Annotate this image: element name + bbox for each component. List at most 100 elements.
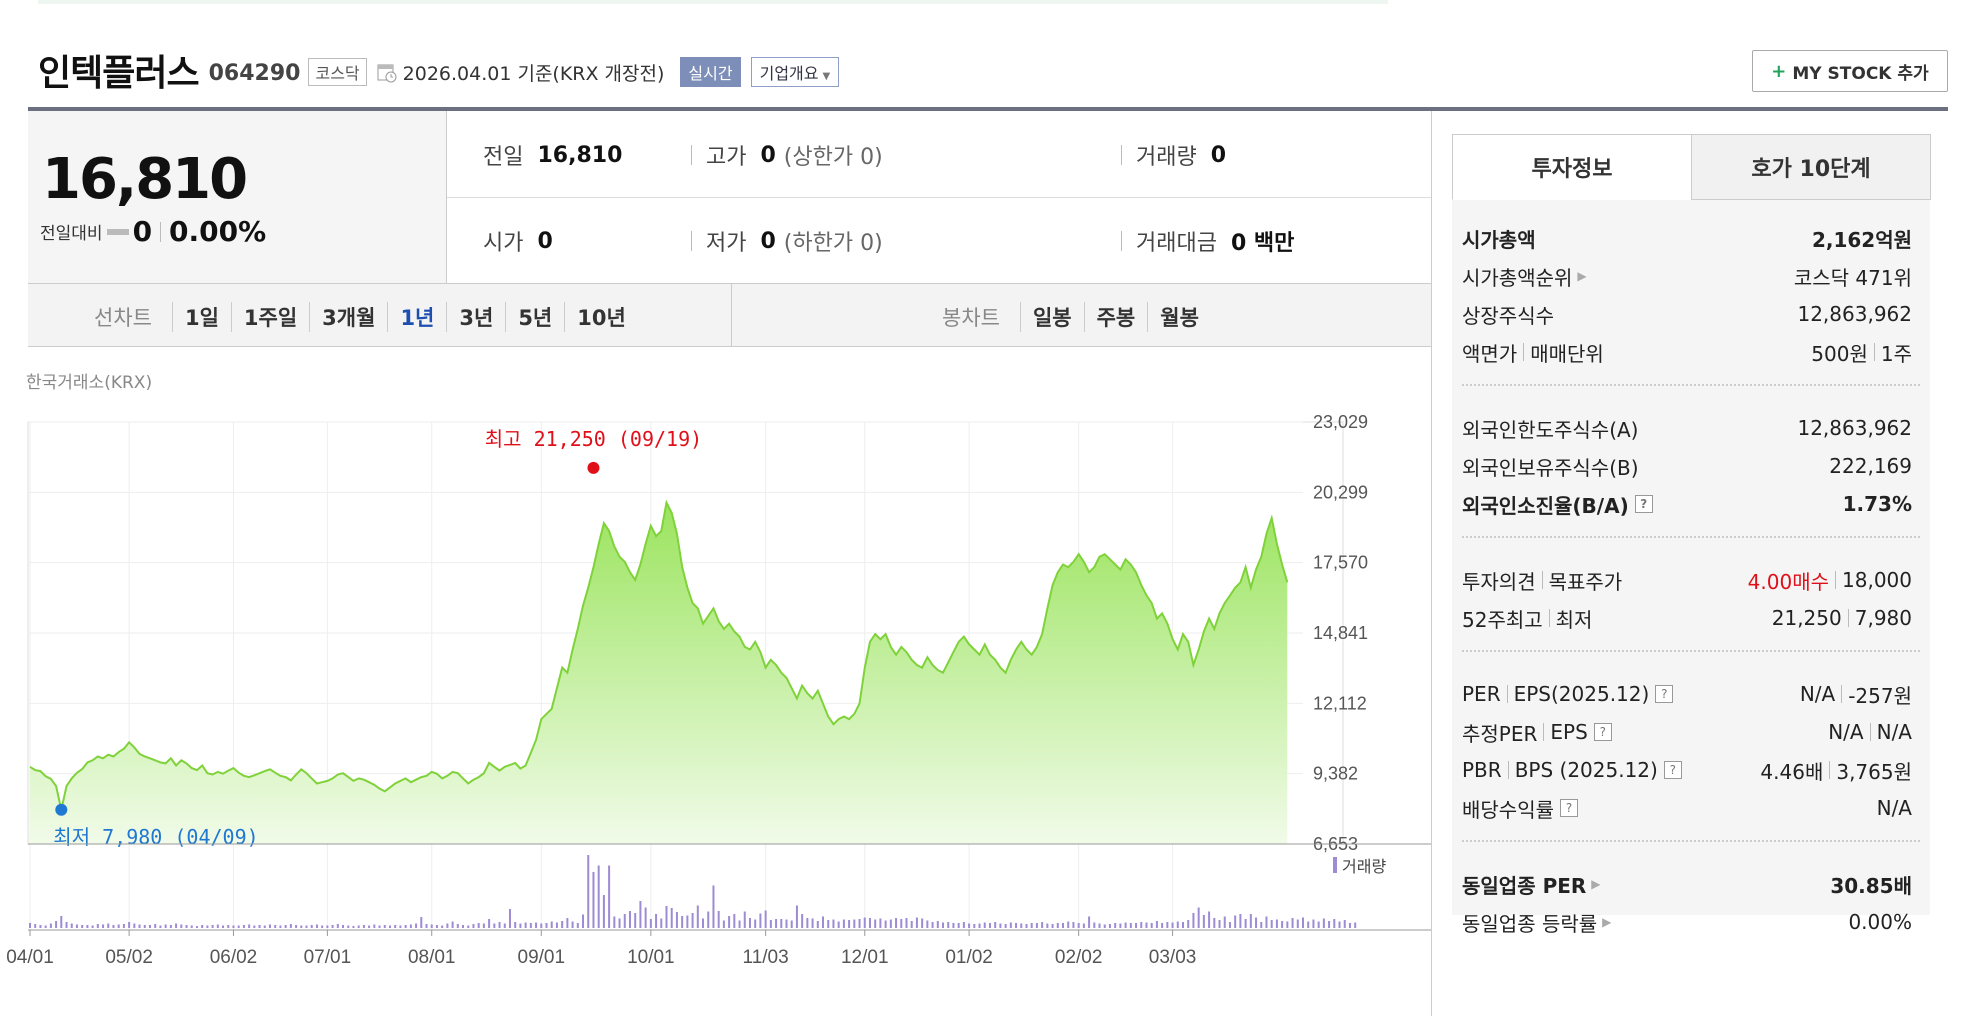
volume-bar [665, 906, 668, 928]
volume-bar [613, 916, 616, 928]
bps-value: 3,765원 [1836, 759, 1912, 784]
unchanged-icon [106, 228, 129, 235]
volume-bar [211, 925, 214, 928]
info-row-opinion: 투자의견 목표주가 4.00매수 18,000 [1462, 562, 1912, 598]
x-tick-label: 01/02 [945, 947, 993, 968]
volume-bar [754, 919, 757, 928]
volume-bar [488, 919, 491, 928]
volume-bar [91, 925, 94, 928]
help-icon[interactable]: ? [1655, 685, 1674, 703]
help-icon[interactable]: ? [1663, 761, 1682, 779]
volume-bar [55, 921, 58, 928]
tab-1w[interactable]: 1주일 [230, 302, 309, 332]
volume-bar [738, 920, 741, 928]
section-divider [1462, 840, 1920, 842]
x-tick-label: 09/01 [518, 947, 566, 968]
industry-per-link[interactable]: 동일업종 PER ▶ [1462, 870, 1830, 899]
volume-bar [503, 923, 506, 928]
calendar-icon [377, 63, 397, 83]
volume-bar [388, 925, 391, 928]
company-overview-dropdown[interactable]: 기업개요 ▼ [750, 57, 840, 87]
tab-weekly[interactable]: 주봉 [1083, 302, 1148, 332]
x-tick-label: 08/01 [408, 947, 456, 968]
divider [1121, 145, 1122, 165]
volume-bar [1046, 923, 1049, 928]
tab-orderbook[interactable]: 호가 10단계 [1691, 134, 1931, 200]
volume-bar [540, 923, 543, 928]
industry-change-link[interactable]: 동일업종 등락률 ▶ [1462, 908, 1848, 937]
volume-bar [1114, 923, 1117, 928]
volume-bar [926, 920, 929, 928]
mcap-rank-link[interactable]: 시가총액순위 ▶ [1462, 262, 1794, 291]
foreign-ratio-value: 1.73% [1842, 492, 1912, 516]
tab-invest-info[interactable]: 투자정보 [1452, 134, 1692, 200]
help-icon[interactable]: ? [1593, 723, 1612, 741]
volume-bar [670, 908, 673, 928]
price-line [29, 499, 1289, 811]
volume-bar [524, 922, 527, 928]
high-price: 고가 0 (상한가 0) [691, 139, 883, 171]
volume-bar [70, 923, 73, 928]
help-icon[interactable]: ? [1560, 799, 1578, 817]
volume-bar [128, 922, 131, 928]
x-tick-label: 07/01 [304, 947, 352, 968]
volume-bar [858, 919, 861, 928]
tab-5y[interactable]: 5년 [505, 302, 564, 332]
x-tick-label: 10/01 [627, 947, 675, 968]
volume-bar [394, 925, 397, 928]
tab-3m[interactable]: 3개월 [309, 302, 387, 332]
volume-bar [1129, 923, 1132, 928]
tab-10y[interactable]: 10년 [564, 302, 638, 332]
volume-bar [1312, 919, 1315, 928]
volume-bar [148, 925, 151, 928]
volume-bar [357, 925, 360, 928]
volume-value: 0 [1210, 142, 1227, 168]
volume-bar [315, 924, 318, 928]
volume-bar [947, 922, 950, 928]
high-label: 최고 21,250 (09/19) [485, 427, 702, 451]
right-panel-tabs: 투자정보 호가 10단계 [1452, 134, 1931, 200]
help-icon[interactable]: ? [1634, 495, 1653, 513]
info-row-face: 액면가 매매단위 500원 1주 [1462, 334, 1912, 370]
volume-bar [1265, 916, 1268, 928]
volume-bar [973, 924, 976, 928]
add-my-stock-label: MY STOCK 추가 [1792, 63, 1929, 84]
stock-name[interactable]: 인텍플러스 [38, 53, 200, 94]
volume-bar [780, 919, 783, 928]
info-row-foreign-hold: 외국인보유주식수(B) 222,169 [1462, 448, 1912, 484]
tab-daily[interactable]: 일봉 [1019, 302, 1084, 332]
volume-bar [785, 919, 788, 928]
tab-1d[interactable]: 1일 [171, 302, 231, 332]
dividend-value: N/A [1876, 796, 1912, 820]
volume-bar [493, 923, 496, 928]
current-price: 16,810 [42, 147, 248, 212]
opinion-value: 4.00매수 [1747, 569, 1830, 594]
tab-3y[interactable]: 3년 [446, 302, 505, 332]
foreign-limit-label: 외국인한도주식수(A) [1462, 417, 1639, 442]
volume-bar [175, 923, 178, 928]
volume-bar [795, 905, 798, 928]
volume-bar [900, 919, 903, 928]
panel-divider [1431, 111, 1432, 1016]
volume-bar [910, 921, 913, 928]
quote-detail-grid: 전일 16,810 고가 0 (상한가 0) 거래량 0 시가 0 저가 0 (… [447, 111, 1431, 283]
volume-bar [1067, 921, 1070, 928]
volume-bar [759, 913, 762, 928]
open-price: 시가 0 [483, 225, 553, 257]
tab-monthly[interactable]: 월봉 [1147, 302, 1211, 332]
volume-bar [342, 925, 345, 928]
volume-bar [242, 925, 245, 928]
info-row-52w: 52주최고 최저 21,250 7,980 [1462, 600, 1912, 636]
volume-bar [1218, 920, 1221, 928]
dividend-label: 배당수익률 [1462, 797, 1554, 822]
foreign-hold-value: 222,169 [1829, 454, 1912, 478]
tab-1y[interactable]: 1년 [387, 302, 446, 332]
x-tick-label: 06/02 [210, 947, 258, 968]
volume-bar [112, 925, 115, 928]
trade-amount: 거래대금 0 백만 [1121, 225, 1294, 257]
add-my-stock-button[interactable]: + MY STOCK 추가 [1752, 50, 1948, 92]
volume-bar [571, 921, 574, 928]
volume-bar [1202, 915, 1205, 928]
info-row-pbr: PBR BPS (2025.12)? 4.46배 3,765원 [1462, 752, 1912, 788]
realtime-button[interactable]: 실시간 [680, 57, 741, 87]
